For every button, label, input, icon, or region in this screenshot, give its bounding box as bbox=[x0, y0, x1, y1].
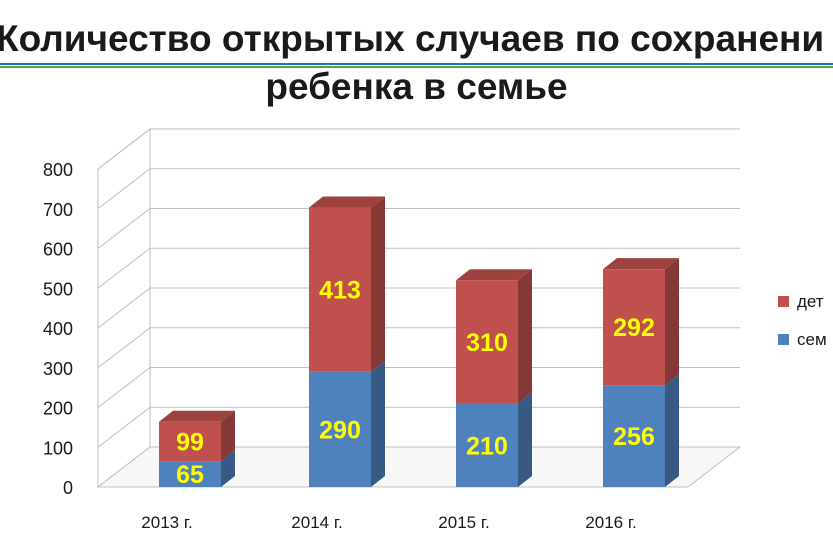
bar-top-3 bbox=[603, 258, 679, 270]
bar-top-2 bbox=[456, 269, 532, 281]
bar-blue-3 bbox=[603, 385, 665, 487]
x-tick-label: 2013 г. bbox=[141, 513, 192, 532]
gridline bbox=[97, 287, 740, 329]
gridline bbox=[97, 406, 740, 448]
bar-red-0 bbox=[159, 421, 221, 462]
data-label: 210 bbox=[466, 432, 508, 460]
data-label: 65 bbox=[176, 461, 204, 489]
y-tick-label: 300 bbox=[43, 359, 73, 379]
legend-swatch bbox=[778, 296, 789, 307]
gridline bbox=[97, 128, 740, 170]
bar-blue-2 bbox=[456, 403, 518, 487]
bar-red-1 bbox=[309, 207, 371, 372]
bar-blue-0 bbox=[159, 461, 221, 487]
x-tick-label: 2014 г. bbox=[291, 513, 342, 532]
y-tick-label: 200 bbox=[43, 399, 73, 419]
y-tick-label: 800 bbox=[43, 160, 73, 180]
bar-top-1 bbox=[309, 196, 385, 208]
legend-swatch bbox=[778, 334, 789, 345]
bar-side-3-1 bbox=[665, 258, 679, 386]
gridline bbox=[97, 327, 740, 369]
bar-blue-1 bbox=[309, 371, 371, 487]
gridline bbox=[97, 247, 740, 289]
bar-side-2-1 bbox=[518, 269, 532, 404]
x-tick-label: 2015 г. bbox=[438, 513, 489, 532]
x-tick-label: 2016 г. bbox=[585, 513, 636, 532]
chart-title-line-1: Количество открытых случаев по сохранени bbox=[0, 18, 825, 59]
gridline bbox=[97, 208, 740, 249]
title-rule-green bbox=[0, 66, 833, 68]
bar-red-3 bbox=[603, 269, 665, 386]
bar-side-2-0 bbox=[518, 392, 532, 487]
data-label: 310 bbox=[466, 329, 508, 357]
bar-red-2 bbox=[456, 280, 518, 404]
y-tick-label: 100 bbox=[43, 438, 73, 458]
y-tick-label: 400 bbox=[43, 319, 73, 339]
data-label: 292 bbox=[613, 314, 655, 342]
gridline bbox=[97, 168, 740, 210]
bar-side-0-0 bbox=[221, 450, 235, 487]
data-label: 256 bbox=[613, 423, 655, 451]
y-tick-label: 600 bbox=[43, 240, 73, 260]
gridline bbox=[97, 367, 740, 408]
bar-side-1-0 bbox=[371, 360, 385, 487]
y-tick-label: 700 bbox=[43, 200, 73, 220]
legend-label: дет bbox=[797, 292, 824, 311]
data-label: 99 bbox=[176, 428, 204, 456]
y-tick-label: 500 bbox=[43, 279, 73, 299]
bar-side-0-1 bbox=[221, 410, 235, 462]
y-tick-label: 0 bbox=[63, 478, 73, 498]
title-rule-blue bbox=[0, 63, 833, 65]
chart-title-line-2: ребенка в семье bbox=[265, 66, 568, 107]
data-label: 290 bbox=[319, 416, 361, 444]
data-label: 413 bbox=[319, 277, 361, 305]
legend-label: сем bbox=[797, 330, 827, 349]
bar-top-0 bbox=[159, 410, 235, 422]
bar-side-3-0 bbox=[665, 374, 679, 487]
bar-side-1-1 bbox=[371, 196, 385, 372]
